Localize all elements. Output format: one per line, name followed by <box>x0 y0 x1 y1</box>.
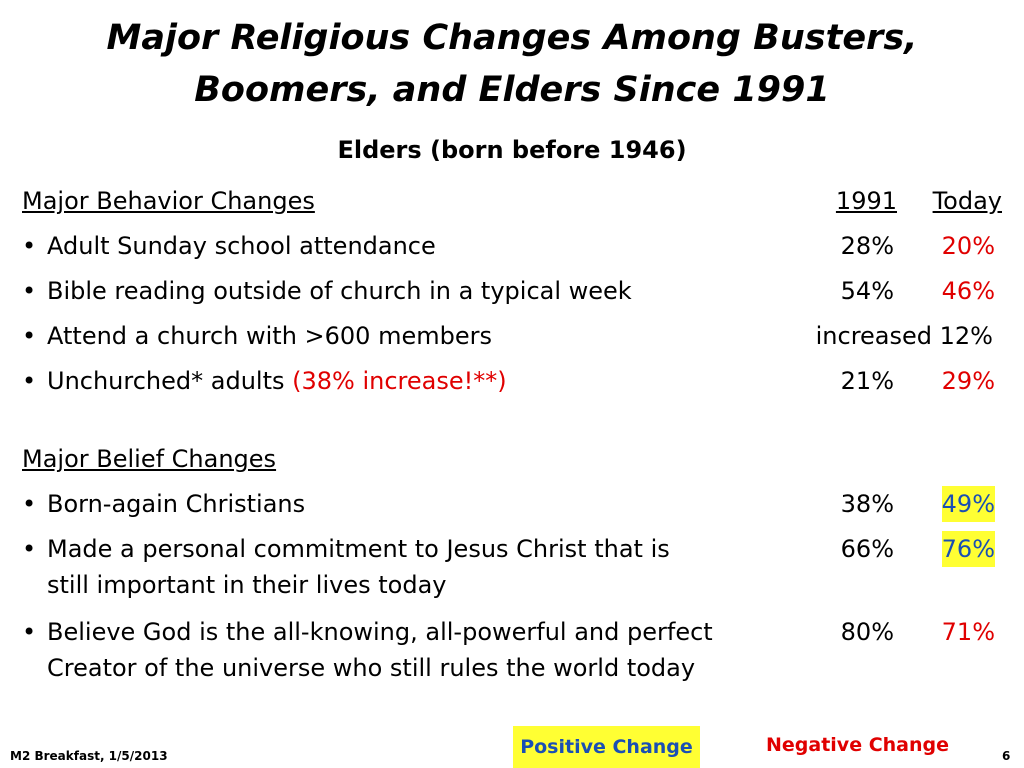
slide-title: Major Religious Changes Among Busters, B… <box>0 12 1024 116</box>
value-1991: 38% <box>840 490 894 518</box>
value-1991: 54% <box>840 277 894 305</box>
value-today: 46% <box>941 277 995 305</box>
item-label: Believe God is the all-knowing, all-powe… <box>47 618 713 646</box>
bullet-icon: • <box>22 232 37 260</box>
bullet-icon: • <box>22 535 37 563</box>
slide-subtitle: Elders (born before 1946) <box>337 136 687 164</box>
item-label: Unchurched* adults <box>47 367 293 395</box>
value-today: 20% <box>941 232 995 260</box>
item-label: Made a personal commitment to Jesus Chri… <box>47 535 670 563</box>
column-header-1991: 1991 <box>835 187 897 215</box>
belief-item: • Believe God is the all-knowing, all-po… <box>0 614 1024 686</box>
legend-positive-change: Positive Change <box>513 726 700 768</box>
bullet-icon: • <box>22 277 37 305</box>
value-today: 29% <box>941 367 995 395</box>
bullet-icon: • <box>22 618 37 646</box>
title-line-1: Major Religious Changes Among Busters, <box>106 18 918 58</box>
column-header-today: Today <box>932 187 1002 215</box>
value-1991: 28% <box>840 232 894 260</box>
item-label-wrap: Unchurched* adults (38% increase!**) <box>47 363 507 399</box>
bullet-icon: • <box>22 490 37 518</box>
bullet-icon: • <box>22 322 37 350</box>
footer-text: M2 Breakfast, 1/5/2013 <box>10 749 168 763</box>
item-label: Attend a church with >600 members <box>47 322 492 350</box>
page-number: 6 <box>1002 749 1011 763</box>
value-1991: 21% <box>840 367 894 395</box>
legend-negative-change: Negative Change <box>766 734 949 756</box>
item-label-continued: still important in their lives today <box>47 571 447 599</box>
value-today: 76% <box>941 531 995 567</box>
value-combined: increased 12% <box>815 322 993 350</box>
value-1991: 66% <box>840 535 894 563</box>
value-today: 71% <box>941 618 995 646</box>
title-line-2: Boomers, and Elders Since 1991 <box>194 70 830 110</box>
item-label: Born-again Christians <box>47 490 306 518</box>
bullet-icon: • <box>22 367 37 395</box>
item-note: (38% increase!**) <box>292 367 507 395</box>
belief-item: • Made a personal commitment to Jesus Ch… <box>0 531 1024 603</box>
item-label: Adult Sunday school attendance <box>47 232 436 260</box>
value-today: 49% <box>941 486 995 522</box>
item-label-continued: Creator of the universe who still rules … <box>47 654 696 682</box>
item-label: Bible reading outside of church in a typ… <box>47 277 632 305</box>
value-1991: 80% <box>840 618 894 646</box>
behavior-heading: Major Behavior Changes <box>22 187 315 215</box>
belief-heading: Major Belief Changes <box>22 445 277 473</box>
